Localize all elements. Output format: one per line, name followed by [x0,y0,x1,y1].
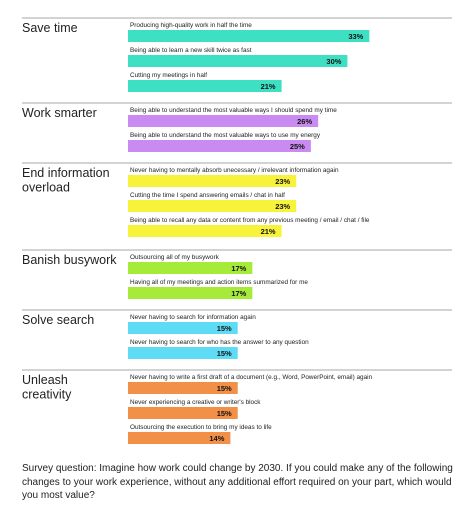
bar-value-label: 17% [231,264,246,273]
bar-label: Being able to recall any data or content… [130,217,370,224]
bar-label: Being able to learn a new skill twice as… [130,47,252,54]
group-name: Banish busywork [22,253,117,267]
bar-value-label: 33% [348,32,363,41]
bar [128,225,282,237]
bar-value-label: 15% [217,324,232,333]
bar-label: Being able to understand the most valuab… [130,107,337,114]
bar-value-label: 15% [217,409,232,418]
bar [128,262,253,274]
bar [128,432,231,444]
bar-value-label: 15% [217,349,232,358]
bar [128,140,311,152]
bar-label: Never having to mentally absorb unecessa… [130,167,339,174]
group-name: Unleash creativity [22,373,72,402]
bar-value-label: 25% [290,142,305,151]
bar [128,407,238,419]
bar [128,347,238,359]
bar-value-label: 14% [209,434,224,443]
bar [128,382,238,394]
bar-label: Never having to search for who has the a… [130,339,309,346]
bar [128,30,370,42]
bar [128,80,282,92]
bar [128,200,297,212]
bar [128,55,348,67]
bar-label: Never having to write a first draft of a… [130,374,373,381]
survey-question-footnote: Survey question: Imagine how work could … [22,463,453,501]
bar-label: Being able to understand the most valuab… [130,132,321,139]
bar-value-label: 15% [217,384,232,393]
bar-label: Cutting the time I spend answering email… [130,192,285,199]
group-name: Work smarter [22,106,97,120]
bar [128,287,253,299]
bar-value-label: 26% [297,117,312,126]
bar [128,322,238,334]
bar-label: Outsourcing the execution to bring my id… [130,424,272,431]
bar-value-label: 23% [275,177,290,186]
bar-label: Producing high-quality work in half the … [130,22,252,29]
bar [128,175,297,187]
bar-value-label: 23% [275,202,290,211]
bar-label: Never having to search for information a… [130,314,256,321]
bar-label: Never experiencing a creative or writer'… [130,399,261,406]
bar-label: Having all of my meetings and action ite… [130,279,308,286]
group-name: Save time [22,21,78,35]
bar-value-label: 30% [326,57,341,66]
bar-value-label: 21% [261,227,276,236]
bar-label: Cutting my meetings in half [130,72,207,79]
group-name: End information overload [22,166,110,195]
group-name: Solve search [22,313,94,327]
bar [128,115,319,127]
bar-value-label: 17% [231,289,246,298]
bar-value-label: 21% [261,82,276,91]
bar-label: Outsourcing all of my busywork [130,254,220,261]
chart: Save time Producing high-quality work in … [22,17,452,444]
